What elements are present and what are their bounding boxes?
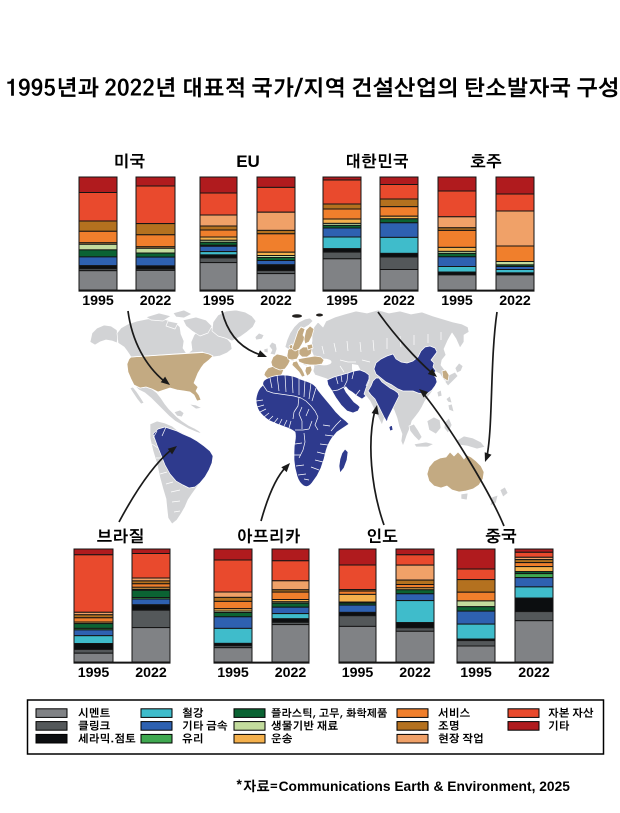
svg-text:EU: EU bbox=[236, 152, 260, 171]
svg-text:1995: 1995 bbox=[326, 293, 358, 309]
svg-text:2022: 2022 bbox=[518, 665, 550, 681]
svg-text:1995: 1995 bbox=[441, 293, 473, 309]
svg-text:1995: 1995 bbox=[203, 293, 235, 309]
svg-text:2022: 2022 bbox=[260, 293, 292, 309]
svg-text:2022: 2022 bbox=[383, 293, 415, 309]
svg-text:2022: 2022 bbox=[399, 665, 431, 681]
svg-text:1995: 1995 bbox=[82, 293, 114, 309]
svg-text:1995: 1995 bbox=[460, 665, 492, 681]
svg-text:1995: 1995 bbox=[217, 665, 249, 681]
svg-text:2022: 2022 bbox=[499, 293, 531, 309]
svg-text:1995: 1995 bbox=[78, 665, 110, 681]
svg-text:2022: 2022 bbox=[140, 293, 172, 309]
svg-text:Communications Earth & Environ: Communications Earth & Environment, 2025 bbox=[279, 779, 571, 794]
svg-text:1995: 1995 bbox=[342, 665, 374, 681]
svg-text:2022: 2022 bbox=[135, 665, 167, 681]
svg-text:*: * bbox=[237, 777, 243, 792]
svg-text:2022: 2022 bbox=[275, 665, 307, 681]
